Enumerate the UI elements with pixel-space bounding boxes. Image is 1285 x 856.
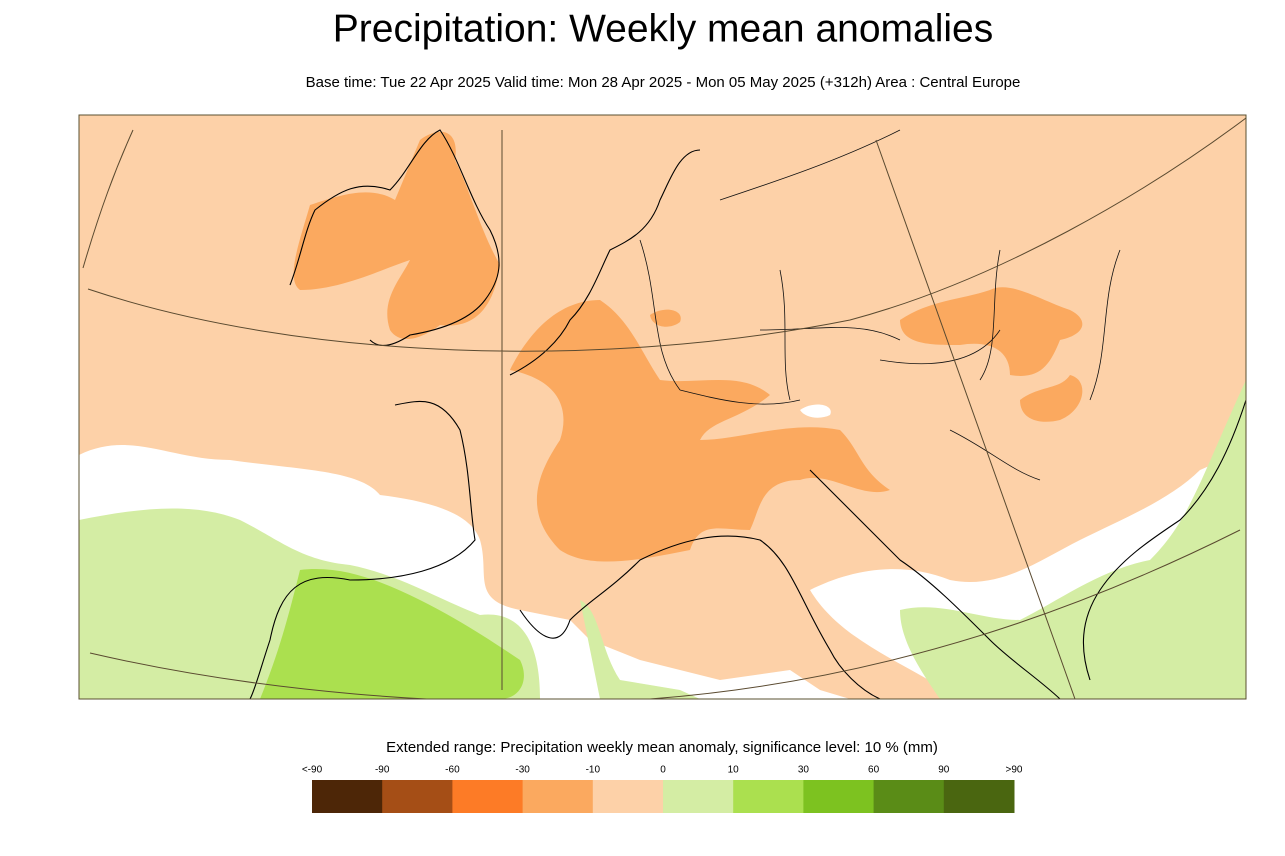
colorbar-label: 10 (728, 765, 740, 776)
colorbar-box (452, 780, 524, 813)
colorbar-label: 30 (798, 765, 810, 776)
colorbar-label: >90 (1006, 765, 1023, 776)
wet-area (260, 569, 524, 699)
dry-area (1020, 375, 1083, 422)
wet-area (580, 600, 700, 699)
country-border (639, 129, 1121, 481)
colorbar-label: -60 (445, 765, 460, 776)
map (78, 114, 1247, 700)
colorbar-box (382, 780, 453, 813)
colorbar-box (803, 780, 875, 813)
colorbar-label: -90 (375, 765, 390, 776)
colorbar-box (733, 780, 804, 813)
colorbar-label: 90 (938, 765, 950, 776)
colorbar-label: <-90 (302, 765, 323, 776)
colorbar-box (592, 780, 664, 813)
no-signal-area (800, 404, 831, 418)
dry-area (293, 131, 500, 340)
title: Precipitation: Weekly mean anomalies (333, 7, 993, 50)
coastline (249, 129, 1246, 699)
colorbar-label: -30 (515, 765, 530, 776)
dry-area (510, 300, 890, 562)
colorbar-label: 60 (868, 765, 880, 776)
colorbar-box (943, 780, 1015, 813)
colorbar-box (873, 780, 945, 813)
subtitle: Base time: Tue 22 Apr 2025 Valid time: M… (306, 74, 1021, 91)
colorbar-box (663, 780, 734, 813)
dry-area (650, 309, 681, 327)
colorbar-box (522, 780, 594, 813)
map-frame (78, 114, 1247, 700)
colorbar-label: 0 (660, 765, 666, 776)
colorbar-box (312, 780, 383, 813)
wet-area (900, 380, 1246, 699)
colorbar-label: -10 (586, 765, 601, 776)
dry-area (900, 287, 1083, 376)
colorbar: <-90 -90 -60 -30 -10 0 10 30 60 90 >90 (302, 765, 1023, 813)
legend-title: Extended range: Precipitation weekly mea… (386, 739, 938, 756)
